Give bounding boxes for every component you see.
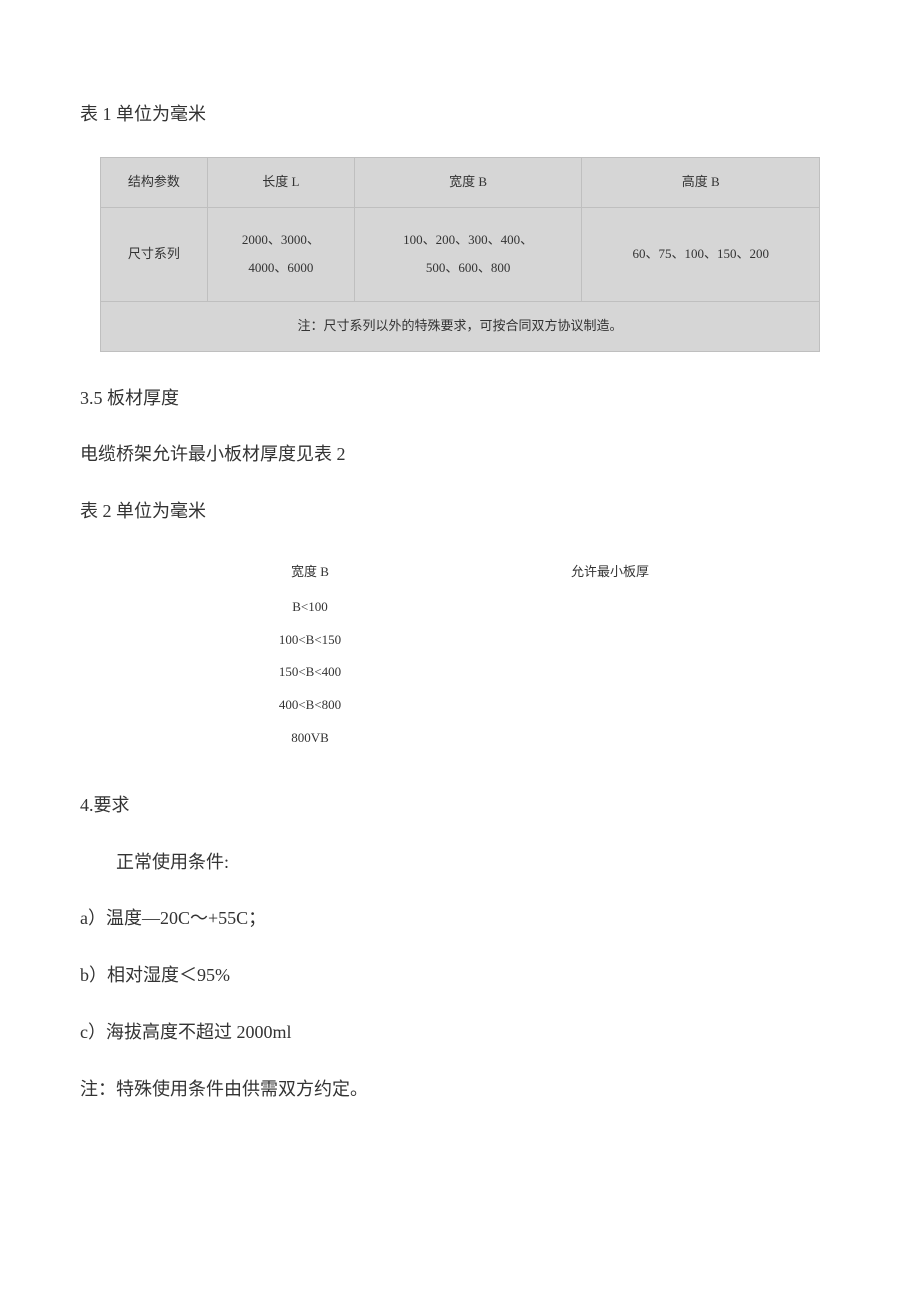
- table2-row-4-val: [460, 722, 760, 755]
- table2-col2-header: 允许最小板厚: [460, 554, 760, 591]
- req-note: 注：特殊使用条件由供需双方约定。: [80, 1075, 840, 1104]
- table2-row-2: 150<B<400: [160, 656, 460, 689]
- req-b: b）相对湿度＜95%: [80, 961, 840, 990]
- table1: 结构参数 长度 L 宽度 B 高度 B 尺寸系列 2000、3000、 4000…: [100, 157, 820, 352]
- table1-row-label: 尺寸系列: [101, 207, 208, 301]
- table1-header-0: 结构参数: [101, 157, 208, 207]
- section-4-subtitle: 正常使用条件:: [80, 848, 840, 877]
- table2-row-2-val: [460, 656, 760, 689]
- table1-width: 100、200、300、400、 500、600、800: [354, 207, 582, 301]
- table2-caption: 表 2 单位为毫米: [80, 497, 840, 526]
- table2-row-1: 100<B<150: [160, 624, 460, 657]
- section-3-5-title: 3.5 板材厚度: [80, 384, 840, 413]
- table2-row-3-val: [460, 689, 760, 722]
- table2-row-4: 800VB: [160, 722, 460, 755]
- section-3-5-body: 电缆桥架允许最小板材厚度见表 2: [80, 440, 840, 469]
- req-c: c）海拔高度不超过 2000ml: [80, 1018, 840, 1047]
- table1-caption: 表 1 单位为毫米: [80, 100, 840, 129]
- section-4-title: 4.要求: [80, 791, 840, 820]
- table1-header-3: 高度 B: [582, 157, 820, 207]
- table1-length: 2000、3000、 4000、6000: [207, 207, 354, 301]
- table1-header-1: 长度 L: [207, 157, 354, 207]
- table2-row-0-val: [460, 591, 760, 624]
- table2: 宽度 B 允许最小板厚 B<100 100<B<150 150<B<400 40…: [160, 554, 760, 755]
- req-a: a）温度—20C～+55C；: [80, 904, 840, 933]
- table1-header-2: 宽度 B: [354, 157, 582, 207]
- table1-height: 60、75、100、150、200: [582, 207, 820, 301]
- table2-row-1-val: [460, 624, 760, 657]
- table2-row-0: B<100: [160, 591, 460, 624]
- table2-col1-header: 宽度 B: [160, 554, 460, 591]
- table1-note: 注：尺寸系列以外的特殊要求，可按合同双方协议制造。: [101, 301, 820, 351]
- table2-row-3: 400<B<800: [160, 689, 460, 722]
